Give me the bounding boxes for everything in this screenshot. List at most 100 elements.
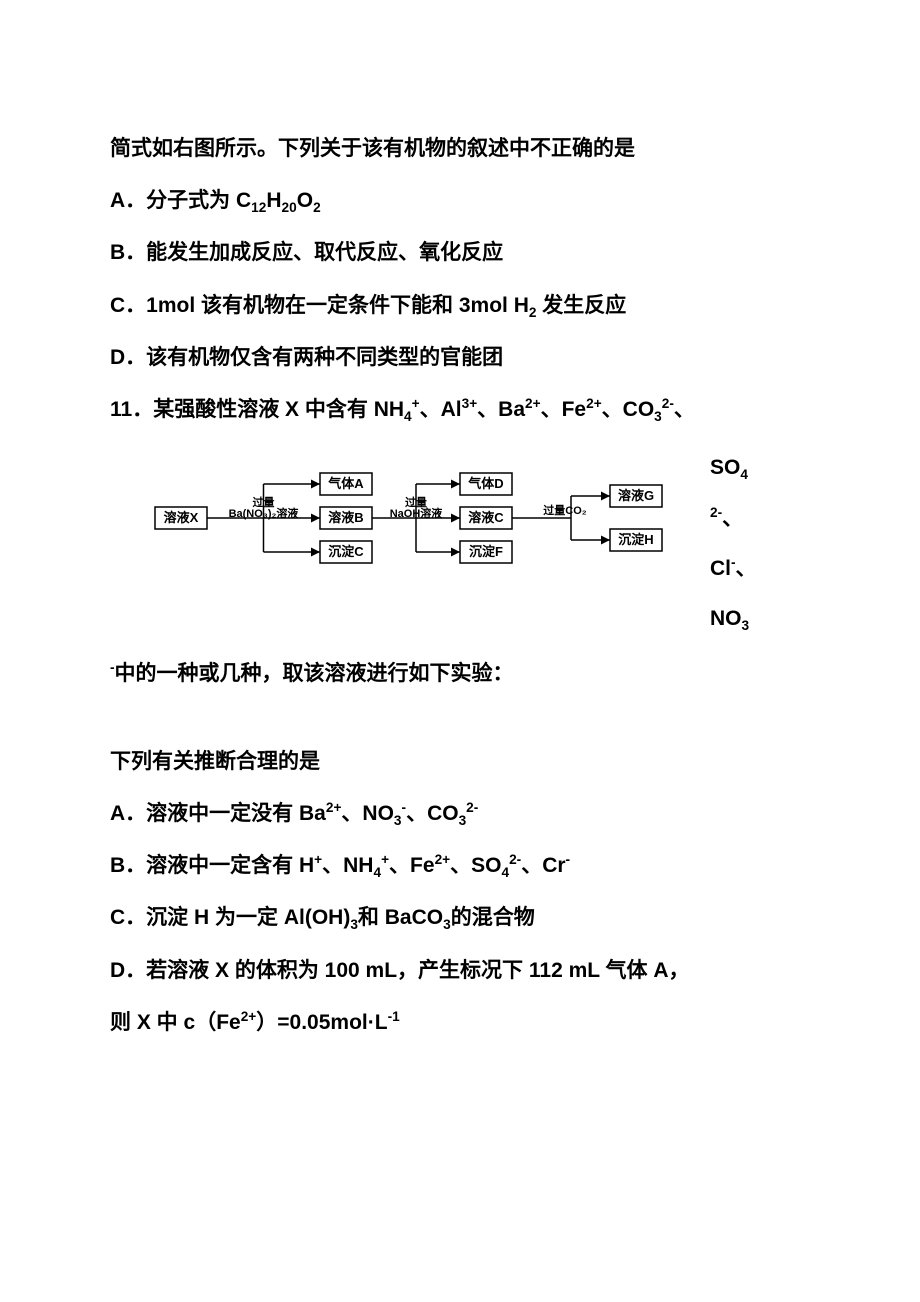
q11-stem: 11．某强酸性溶液 X 中含有 NH4+、Al3+、Ba2+、Fe2+、CO32…: [110, 387, 820, 433]
q10-stem: 简式如右图所示。下列关于该有机物的叙述中不正确的是: [110, 126, 820, 172]
q11-option-b: B．溶液中一定含有 H+、NH4+、Fe2+、SO42-、Cr-: [110, 843, 820, 889]
sup: -1: [388, 1009, 400, 1024]
q11-conclusion: 下列有关推断合理的是: [110, 739, 820, 785]
sub: 12: [251, 200, 266, 215]
sup: +: [381, 852, 389, 867]
sub: 4: [501, 865, 509, 880]
q11-option-c: C．沉淀 H 为一定 Al(OH)3和 BaCO3的混合物: [110, 895, 820, 941]
sep: 、: [736, 557, 757, 580]
box-c-label: 沉淀C: [328, 544, 364, 559]
sub: 3: [459, 813, 467, 828]
sep: 、: [341, 802, 362, 825]
sep: 、: [541, 398, 562, 421]
sub: 4: [404, 409, 412, 424]
sep: 、: [322, 854, 343, 877]
q10-option-b: B．能发生加成反应、取代反应、氧化反应: [110, 230, 820, 276]
text: Fe: [562, 398, 587, 421]
sep: 、: [521, 854, 542, 877]
text: Al: [441, 398, 462, 421]
box-x-label: 溶液X: [164, 510, 199, 525]
text: 的混合物: [451, 906, 535, 929]
q11-tail: -中的一种或几种，取该溶液进行如下实验：: [110, 651, 820, 697]
sub: 20: [282, 200, 297, 215]
box-e-label: 溶液C: [468, 510, 504, 525]
box-f-label: 沉淀F: [469, 544, 503, 559]
sup: 2+: [241, 1009, 257, 1024]
text: 11．某强酸性溶液 X 中含有 NH: [110, 398, 404, 421]
flow-label: NaOH溶液: [390, 506, 444, 520]
q11-option-d-2: 则 X 中 c（Fe2+）=0.05mol·L-1: [110, 1000, 820, 1046]
sup: +: [412, 396, 420, 411]
box-a-label: 气体A: [328, 476, 364, 491]
sub: 3: [654, 409, 662, 424]
text: C．沉淀 H 为一定 Al(OH): [110, 906, 350, 929]
sup: 2+: [586, 396, 602, 411]
flow-label: 过量CO₂: [543, 503, 586, 517]
sep: 、: [450, 854, 471, 877]
flow-label: 过量: [253, 495, 275, 509]
text: NO: [710, 607, 742, 630]
text: 则 X 中 c（Fe: [110, 1011, 241, 1034]
sup: 2-: [662, 396, 674, 411]
sep: 、: [722, 507, 743, 530]
flowchart: 溶液X气体A溶液B沉淀C气体D溶液C沉淀F溶液G沉淀H过量Ba(NO₃)₂溶液过…: [150, 443, 690, 593]
text: B．溶液中一定含有 H: [110, 854, 314, 877]
sup: 3+: [462, 396, 478, 411]
sub: 4: [740, 467, 748, 482]
sup: 2+: [525, 396, 541, 411]
sep: 、: [420, 398, 441, 421]
text: Fe: [410, 854, 435, 877]
flow-label: Ba(NO₃)₂溶液: [229, 506, 300, 520]
sup: 2-: [509, 852, 521, 867]
text: NO: [362, 802, 394, 825]
side-cl: Cl-、: [710, 544, 757, 594]
sub: 2: [313, 200, 321, 215]
sep: 、: [389, 854, 410, 877]
sup: 2+: [326, 800, 342, 815]
sub: 4: [373, 865, 381, 880]
box-h-label: 沉淀H: [618, 532, 653, 547]
text: Ba: [498, 398, 525, 421]
sep: 、: [477, 398, 498, 421]
sep: 、: [602, 398, 623, 421]
text: NH: [343, 854, 373, 877]
sub: 3: [443, 918, 451, 933]
box-g-label: 溶液G: [618, 488, 654, 503]
side-no3: NO3: [710, 594, 757, 644]
box-d-label: 气体D: [468, 476, 503, 491]
q10-option-d: D．该有机物仅含有两种不同类型的官能团: [110, 335, 820, 381]
text: Cl: [710, 557, 731, 580]
sup: +: [314, 852, 322, 867]
q10-option-a: A．分子式为 C12H20O2: [110, 178, 820, 224]
sup: -: [566, 852, 571, 867]
text: Cr: [542, 854, 565, 877]
sub: 3: [350, 918, 358, 933]
flow-label: 过量: [405, 495, 427, 509]
text: A．溶液中一定没有 Ba: [110, 802, 326, 825]
q11-option-d-1: D．若溶液 X 的体积为 100 mL，产生标况下 112 mL 气体 A，: [110, 948, 820, 994]
text: SO: [471, 854, 501, 877]
text: H: [266, 189, 281, 212]
text: ）=0.05mol·L: [256, 1011, 387, 1034]
sup: 2-: [710, 505, 722, 520]
text: O: [297, 189, 313, 212]
text: 中的一种或几种，取该溶液进行如下实验：: [115, 662, 514, 685]
side-2minus: 2-、: [710, 494, 757, 544]
text: A．分子式为 C: [110, 189, 251, 212]
sub: 3: [742, 618, 750, 633]
sep: 、: [406, 802, 427, 825]
text: C．1mol 该有机物在一定条件下能和 3mol H: [110, 294, 529, 317]
text: 发生反应: [536, 294, 626, 317]
sup: 2-: [466, 800, 478, 815]
sep: 、: [674, 398, 695, 421]
text: CO: [623, 398, 655, 421]
q10-option-c: C．1mol 该有机物在一定条件下能和 3mol H2 发生反应: [110, 283, 820, 329]
q11-option-a: A．溶液中一定没有 Ba2+、NO3-、CO32-: [110, 791, 820, 837]
box-b-label: 溶液B: [328, 510, 363, 525]
text: 和 BaCO: [358, 906, 443, 929]
sub: 3: [394, 813, 402, 828]
sup: 2+: [435, 852, 451, 867]
text: SO: [710, 456, 740, 479]
side-ions: SO4 2-、 Cl-、 NO3: [710, 443, 757, 645]
text: CO: [427, 802, 459, 825]
